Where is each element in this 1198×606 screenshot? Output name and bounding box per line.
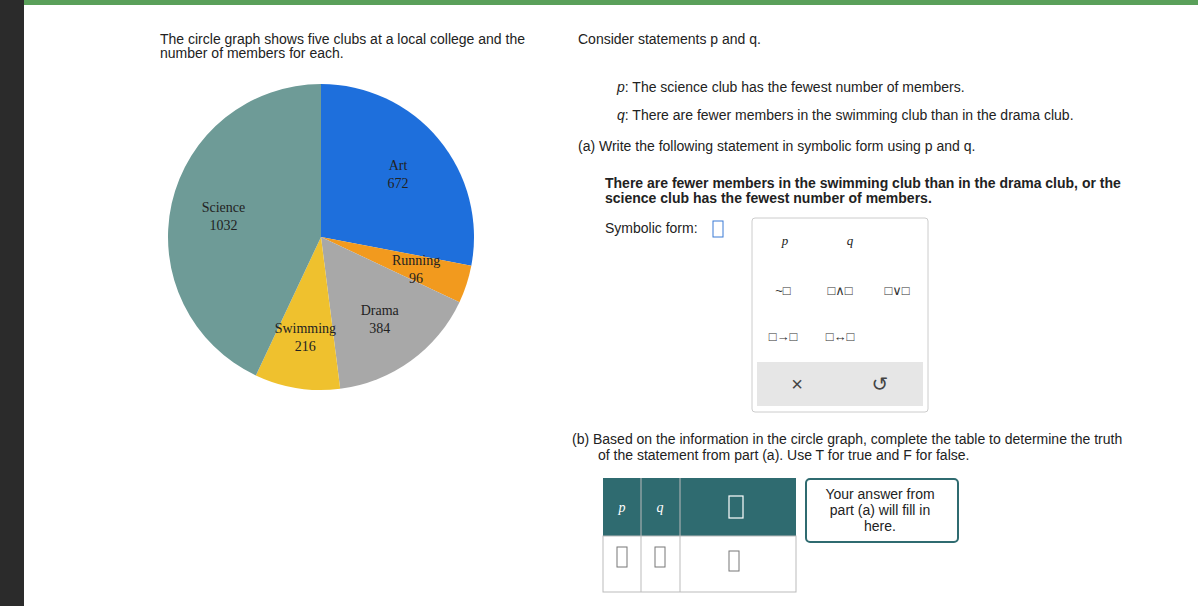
keypad-actions	[757, 362, 923, 406]
slice-name: Swimming	[275, 321, 336, 336]
part-a-prompt: (a) Write the following statement in sym…	[578, 138, 975, 154]
data-label: 1032	[209, 218, 237, 233]
slice-name: Running	[392, 253, 440, 268]
keypad-button[interactable]: □∧□	[827, 283, 852, 298]
table-header-cell: q	[657, 500, 664, 515]
statement-text: : There are fewer members in the swimmin…	[625, 107, 1074, 123]
answer-cell[interactable]	[617, 547, 627, 567]
keypad: p q ~□ □∧□ □∨□ □→□ □↔□ × ↺	[752, 218, 928, 412]
pie-slice	[321, 84, 474, 266]
top-bar	[24, 0, 1198, 5]
consider-text: Consider statements p and q.	[578, 31, 761, 47]
table-row	[603, 536, 796, 592]
keypad-button[interactable]: □↔□	[826, 329, 855, 344]
action-button[interactable]: ×	[791, 373, 803, 395]
callout-text: Your answer from	[825, 486, 934, 502]
data-label: 216	[295, 339, 316, 354]
callout-text: here.	[864, 518, 896, 534]
statement-symbol: q	[617, 107, 625, 123]
answer-cell[interactable]	[655, 547, 665, 567]
table-divider	[641, 478, 642, 592]
table-divider	[680, 478, 681, 592]
keypad-button[interactable]: □∨□	[884, 283, 909, 298]
action-button[interactable]: ↺	[872, 373, 889, 395]
part-b-prompt: of the statement from part (a). Use T fo…	[598, 447, 969, 463]
pie-slice	[321, 237, 459, 389]
keypad-button[interactable]: p	[781, 233, 789, 248]
keypad-frame	[752, 218, 928, 412]
callout-text: part (a) will fill in	[830, 502, 930, 518]
data-label: 672	[388, 176, 409, 191]
table-header-cell: p	[618, 500, 626, 515]
data-label: 96	[409, 271, 423, 286]
header-placeholder	[729, 496, 743, 518]
callout: Your answer frompart (a) will fill inher…	[806, 479, 958, 542]
data-label: 384	[369, 321, 390, 336]
part-b-prompt: (b) Based on the information in the circ…	[572, 431, 1122, 447]
truth-table: pq	[603, 478, 796, 592]
slice-name: Science	[202, 200, 246, 215]
page: The circle graph shows five clubs at a l…	[0, 0, 1198, 606]
answer-label: Symbolic form:	[605, 220, 698, 236]
table-header	[603, 478, 796, 536]
statement-symbol: p	[616, 79, 625, 95]
answer-input[interactable]	[713, 221, 723, 237]
statement-text: : The science club has the fewest number…	[625, 79, 965, 95]
keypad-button[interactable]: □→□	[769, 329, 798, 344]
answer-cell[interactable]	[729, 551, 739, 571]
bezel	[0, 0, 24, 606]
intro-text: number of members for each.	[160, 45, 344, 61]
slice-name: Art	[389, 158, 408, 173]
statement-bold: science club has the fewest number of me…	[605, 190, 932, 206]
slice-name: Drama	[361, 303, 400, 318]
callout-box	[806, 479, 958, 542]
pie: Art 672 Running 96 Drama 384 Swimming 216 Scienc…	[168, 84, 474, 390]
keypad-button[interactable]: q	[847, 233, 854, 248]
background	[0, 0, 1198, 606]
keypad-button[interactable]: ~□	[775, 283, 791, 298]
statement-bold: There are fewer members in the swimming …	[605, 175, 1121, 191]
